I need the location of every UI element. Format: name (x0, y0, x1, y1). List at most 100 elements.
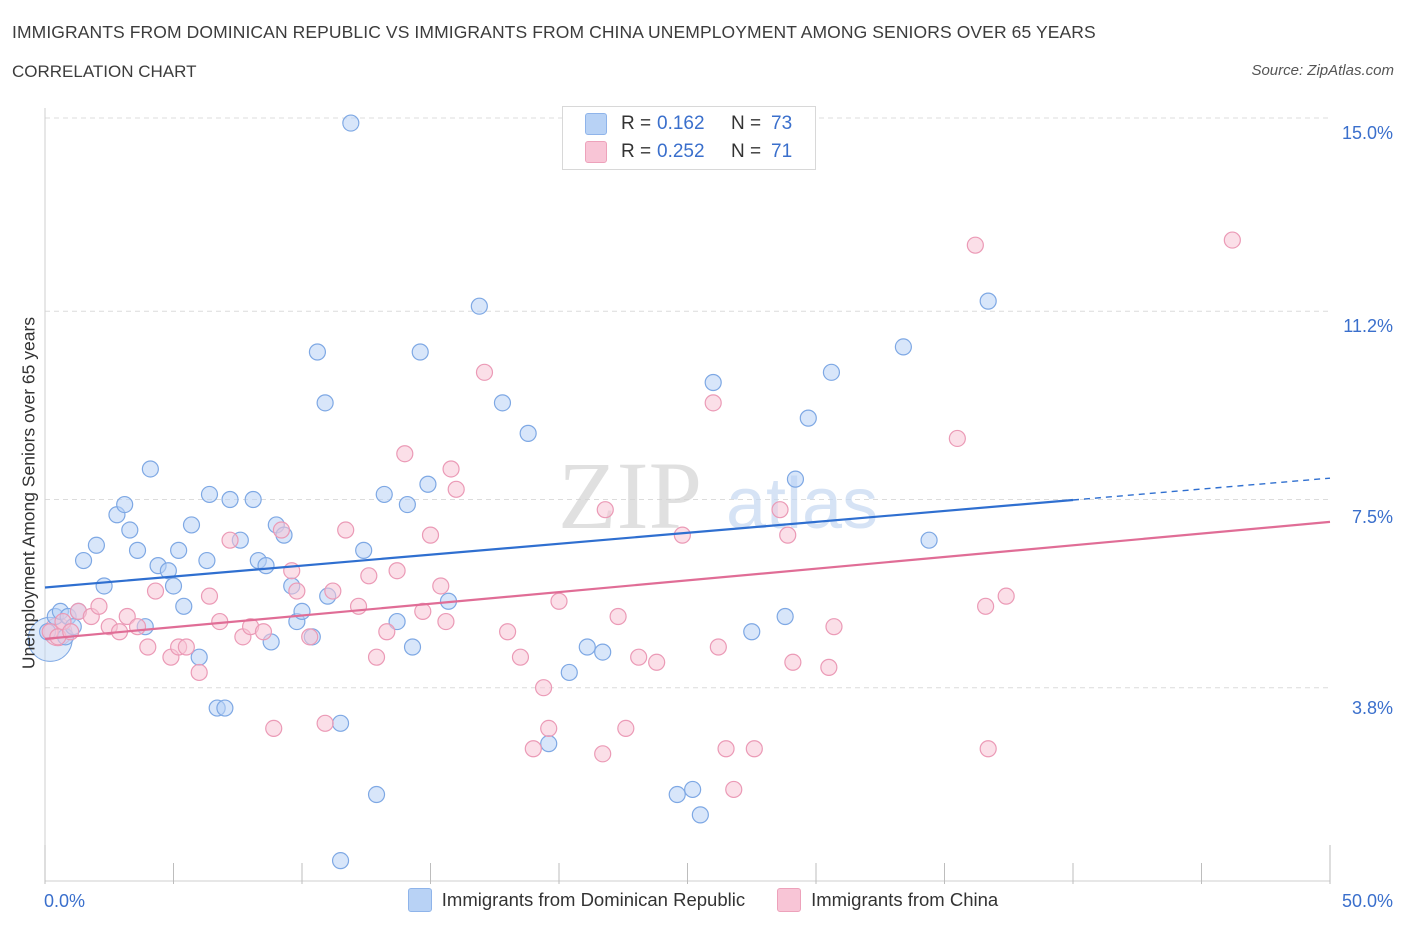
point-dominican (198, 551, 216, 570)
point-dominican (257, 557, 275, 575)
trend-line-dominican (44, 498, 1074, 589)
point-china (596, 501, 614, 519)
point-china (447, 480, 465, 498)
point-china (360, 567, 378, 585)
point-dominican (540, 735, 558, 753)
point-china (717, 740, 735, 758)
point-dominican (316, 394, 334, 412)
point-dominican (979, 292, 997, 310)
point-china (190, 663, 208, 682)
chart-subtitle: CORRELATION CHART (12, 62, 197, 81)
trend-lines (44, 477, 1331, 640)
point-dominican (244, 490, 262, 509)
point-china (550, 592, 568, 610)
point-china (534, 679, 553, 697)
point-dominican (743, 623, 761, 641)
point-dominican (493, 394, 512, 412)
series-swatch-china (777, 888, 802, 912)
legend-r-value: 0.252 (657, 141, 705, 162)
legend-n-label: N = (731, 113, 762, 134)
legend-swatch-dominican (585, 113, 607, 135)
legend-swatch-china (585, 141, 607, 163)
point-dominican (331, 714, 350, 732)
point-china (177, 638, 195, 656)
point-china (1223, 231, 1241, 249)
point-dominican (375, 485, 393, 504)
point-dominican (74, 551, 93, 570)
point-dominican (594, 643, 612, 661)
point-china (337, 521, 355, 539)
point-dominican (121, 521, 139, 539)
point-dominican (560, 663, 578, 682)
point-china (997, 587, 1015, 605)
point-dominican (398, 495, 416, 514)
point-china (301, 628, 319, 646)
point-china (442, 460, 460, 478)
legend-r-label: R = (621, 141, 652, 162)
trend-line-dominican-extension (1072, 477, 1331, 501)
x-tick-label-max: 50.0% (1341, 891, 1393, 911)
point-china (825, 618, 843, 636)
point-china (265, 719, 283, 738)
point-china (128, 618, 147, 636)
legend-row-dominican: R = 0.162 N = 73 (585, 113, 792, 135)
point-dominican (894, 338, 912, 356)
point-china (432, 577, 450, 595)
point-dominican (342, 114, 360, 132)
point-dominican (403, 638, 422, 656)
point-china (118, 607, 136, 626)
point-dominican (684, 780, 702, 799)
point-china (388, 562, 406, 580)
correlation-legend: R = 0.162 N = 73 R = 0.252 N = 71 (562, 106, 816, 170)
point-china (609, 607, 627, 626)
series-legend-dominican[interactable]: Immigrants from Dominican Republic (407, 888, 745, 912)
point-china (367, 648, 386, 666)
point-dominican (159, 562, 177, 580)
point-china (630, 648, 648, 666)
trend-line-china (44, 520, 1331, 640)
point-china (771, 501, 789, 519)
point-dominican (221, 490, 239, 509)
point-dominican (668, 785, 686, 804)
legend-r-label: R = (621, 113, 652, 134)
point-dominican (128, 541, 147, 559)
point-china (948, 429, 966, 448)
point-china (200, 587, 219, 605)
x-tick-label-min: 0.0% (44, 891, 86, 911)
chart-title: IMMIGRANTS FROM DOMINICAN REPUBLIC VS IM… (12, 22, 1096, 42)
point-china (709, 638, 727, 656)
point-china (725, 780, 743, 799)
y-tick-label-3-8: 3.8% (1351, 698, 1393, 718)
point-dominican (331, 852, 350, 870)
point-dominican (920, 531, 938, 549)
point-china (745, 740, 763, 758)
point-dominican (367, 785, 386, 804)
series-label-china: Immigrants from China (811, 889, 999, 910)
legend-r-value: 0.162 (657, 113, 705, 134)
point-dominican (691, 806, 709, 824)
watermark: ZIP atlas (558, 442, 878, 549)
point-china (779, 526, 797, 544)
point-dominican (419, 475, 437, 493)
point-dominican (116, 495, 134, 514)
data-points (27, 114, 1241, 870)
y-tick-label-11-2: 11.2% (1343, 316, 1393, 336)
point-china (324, 582, 342, 600)
point-dominican (141, 460, 159, 478)
point-dominican (578, 638, 596, 656)
point-dominican (182, 516, 201, 534)
series-legend-china[interactable]: Immigrants from China (777, 888, 998, 912)
point-china (421, 526, 440, 544)
point-china (146, 582, 165, 600)
source-credit: Source: ZipAtlas.com (1251, 62, 1394, 79)
grid-lines (45, 117, 1330, 689)
point-dominican (822, 363, 841, 381)
point-china (254, 623, 273, 641)
point-china (820, 658, 838, 676)
point-dominican (355, 541, 373, 559)
point-china (704, 394, 722, 412)
y-tick-label-7-5: 7.5% (1351, 507, 1393, 527)
point-dominican (519, 424, 537, 442)
point-china (511, 648, 530, 666)
